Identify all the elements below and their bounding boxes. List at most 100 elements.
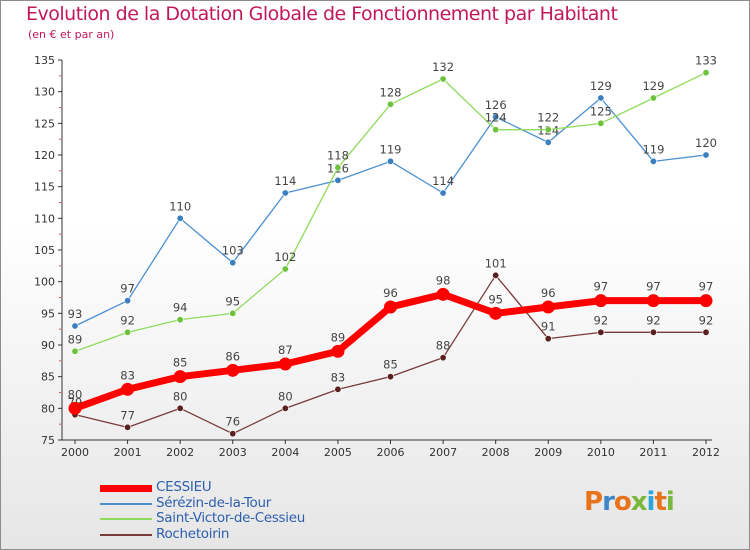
data-label: 129	[590, 79, 612, 93]
data-point	[544, 335, 552, 343]
data-point	[176, 214, 184, 222]
data-label: 124	[485, 111, 507, 125]
proxiti-logo: Proxiti	[584, 487, 675, 517]
logo-letter: t	[654, 487, 666, 517]
data-point	[594, 294, 608, 308]
data-point	[173, 370, 187, 384]
legend-label: Sérézin-de-la-Tour	[156, 494, 272, 511]
data-label: 85	[173, 356, 188, 370]
x-tick-label: 2004	[271, 446, 299, 459]
data-point	[226, 363, 240, 377]
data-point	[649, 157, 657, 165]
data-label: 76	[225, 415, 240, 429]
data-point	[278, 357, 292, 371]
x-tick-label: 2005	[324, 446, 352, 459]
x-tick-label: 2000	[61, 446, 89, 459]
data-label: 95	[225, 294, 240, 308]
y-tick-label: 125	[34, 117, 55, 130]
data-label: 80	[68, 387, 83, 401]
data-point	[71, 347, 79, 355]
data-label: 122	[537, 111, 559, 125]
logo-letter: P	[584, 487, 603, 517]
data-point	[492, 126, 500, 134]
data-label: 96	[383, 286, 398, 300]
x-tick-label: 2001	[114, 446, 142, 459]
data-point	[541, 300, 555, 314]
data-label: 114	[274, 174, 296, 188]
x-tick-label: 2011	[639, 446, 667, 459]
data-point	[229, 259, 237, 267]
y-tick-label: 95	[41, 307, 55, 320]
data-point	[492, 113, 500, 121]
data-point	[489, 306, 503, 320]
data-label: 92	[646, 313, 661, 327]
data-point	[386, 373, 394, 381]
data-label: 89	[331, 330, 346, 344]
data-point	[439, 75, 447, 83]
data-label: 114	[432, 174, 454, 188]
data-point	[646, 294, 660, 308]
data-label: 80	[278, 389, 293, 403]
data-label: 97	[594, 280, 609, 294]
data-label: 120	[695, 136, 717, 150]
y-tick-label: 120	[34, 149, 55, 162]
logo-letter: x	[630, 487, 648, 517]
data-label: 80	[173, 389, 188, 403]
data-point	[597, 119, 605, 127]
data-label: 91	[541, 320, 556, 334]
data-label: 126	[485, 98, 507, 112]
data-label: 101	[485, 256, 507, 270]
data-label: 110	[169, 199, 191, 213]
data-point	[71, 322, 79, 330]
data-point	[176, 404, 184, 412]
data-point	[281, 265, 289, 273]
data-label: 94	[173, 301, 188, 315]
y-tick-label: 105	[34, 244, 55, 257]
data-point	[597, 94, 605, 102]
data-point	[702, 151, 710, 159]
y-tick-label: 75	[41, 434, 55, 447]
data-point	[331, 344, 345, 358]
data-point	[229, 309, 237, 317]
x-tick-label: 2007	[429, 446, 457, 459]
data-label: 93	[68, 307, 83, 321]
data-label: 92	[120, 313, 135, 327]
data-label: 87	[278, 343, 293, 357]
data-label: 98	[436, 273, 451, 287]
data-label: 92	[594, 313, 609, 327]
data-label: 125	[590, 104, 612, 118]
y-tick-label: 90	[41, 339, 55, 352]
y-tick-label: 100	[34, 276, 55, 289]
x-tick-label: 2009	[534, 446, 562, 459]
data-label: 119	[380, 142, 402, 156]
legend-swatch	[100, 533, 152, 536]
chart-title: Evolution de la Dotation Globale de Fonc…	[26, 3, 618, 25]
legend-swatch	[100, 518, 152, 520]
series-cessieu: 80 83 85 86 87 89 96 98 95 96 97 97 97	[68, 273, 714, 415]
logo-letter: i	[646, 487, 656, 517]
data-label: 103	[222, 244, 244, 258]
data-label: 102	[274, 250, 296, 264]
data-point	[597, 328, 605, 336]
x-tick-label: 2008	[482, 446, 510, 459]
data-point	[544, 126, 552, 134]
data-point	[334, 176, 342, 184]
data-label: 128	[380, 85, 402, 99]
data-point	[649, 94, 657, 102]
data-point	[386, 100, 394, 108]
y-tick-label: 80	[41, 402, 55, 415]
data-point	[702, 328, 710, 336]
data-point	[68, 401, 82, 415]
data-label: 96	[541, 286, 556, 300]
data-point	[439, 354, 447, 362]
data-point	[544, 138, 552, 146]
y-tick-label: 130	[34, 86, 55, 99]
data-label: 86	[225, 349, 240, 363]
legend-swatch	[100, 484, 152, 492]
x-tick-label: 2002	[166, 446, 194, 459]
data-point	[702, 69, 710, 77]
data-label: 97	[699, 280, 714, 294]
series-saint-victor-de-cessieu: 89 92 94 95 102 118 128 132 124 122 125 129 133	[68, 54, 717, 355]
data-label: 95	[488, 292, 503, 306]
